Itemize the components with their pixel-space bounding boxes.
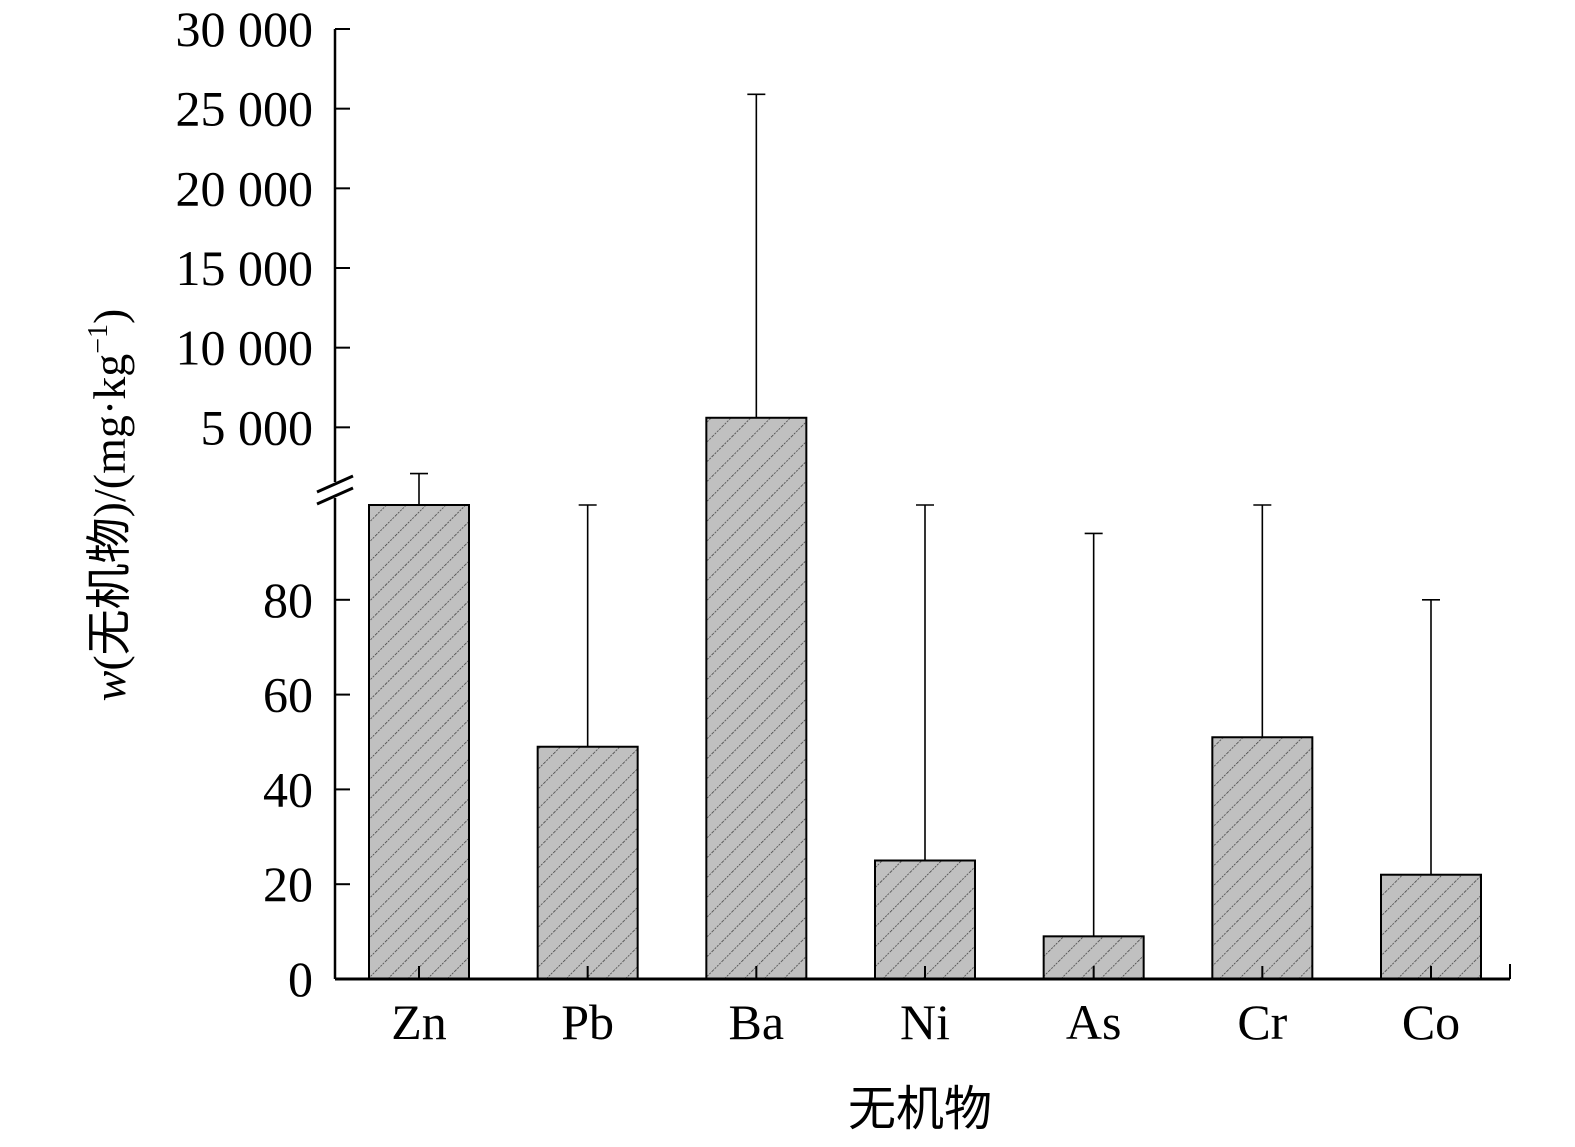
x-axis-title: 无机物 [848,1083,992,1136]
axis-break-mark [316,474,354,494]
bar-pb [536,745,639,980]
bar-zn [368,504,470,980]
x-tick-label-as: As [1066,994,1122,1050]
y-axis-sup: −1 [83,324,114,354]
y-axis-close: ) [84,309,135,324]
bar-ni [874,859,976,980]
y-tick-label: 5 000 [201,399,314,455]
y-tick-label: 10 000 [176,320,314,376]
bar-cr [1211,736,1314,981]
y-tick-label: 30 000 [176,1,314,57]
y-tick-label: 40 [263,761,313,817]
x-tick-label-ni: Ni [900,994,950,1050]
x-tick-label-co: Co [1402,994,1460,1050]
y-tick-label: 0 [288,951,313,1007]
x-tick-label-cr: Cr [1237,994,1287,1050]
y-tick-label: 25 000 [176,81,314,137]
y-axis-text: (无机物)/(mg·kg [84,354,135,671]
x-tick-label-zn: Zn [391,994,447,1050]
bar-co [1380,873,1482,980]
x-tick-label-ba: Ba [729,994,785,1050]
y-axis-title: w(无机物)/(mg·kg−1) [83,309,135,702]
axes [316,28,1511,981]
y-tick-label: 80 [263,572,313,628]
error-bars [410,93,1440,937]
bar-ba [705,416,808,981]
y-tick-label: 15 000 [176,240,314,296]
tick-labels: Zn Pb Ba Ni As Cr Co 0 20 40 60 80 5 000 10 000 15 000… [176,1,1461,1050]
x-tick-label-pb: Pb [561,994,614,1050]
y-tick-label: 20 000 [176,160,314,216]
y-tick-label: 60 [263,667,313,723]
axis-break-mark [316,486,354,506]
y-axis-var: w [84,670,135,701]
y-tick-label: 20 [263,856,313,912]
